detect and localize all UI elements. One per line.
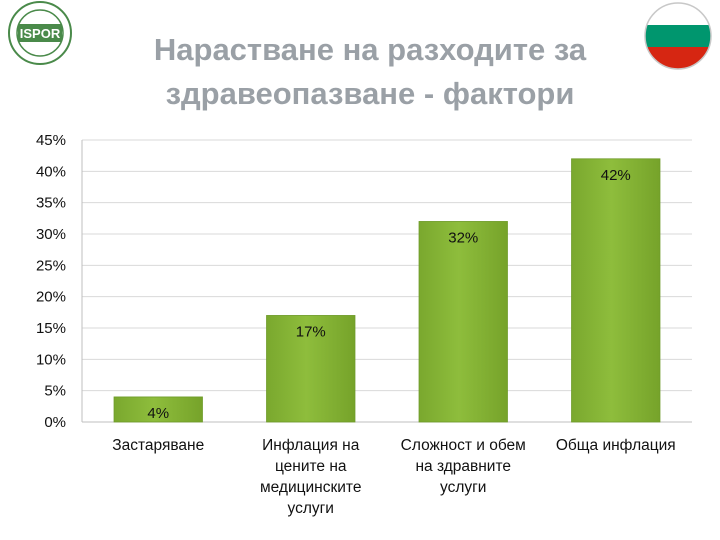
ispor-logo: ISPOR	[2, 0, 78, 66]
data-label: 42%	[601, 167, 631, 184]
y-tick-label: 10%	[36, 351, 66, 368]
y-tick-label: 20%	[36, 289, 66, 306]
x-tick-label: Застаряване	[112, 437, 204, 454]
flag-graphic	[644, 2, 712, 70]
ispor-logo-graphic: ISPOR	[8, 1, 72, 65]
bulgaria-flag-icon	[640, 0, 716, 76]
data-label: 4%	[147, 405, 169, 422]
y-tick-label: 40%	[36, 163, 66, 180]
title-line-2: здравеопазване - фактори	[165, 76, 575, 111]
x-tick-label: Инфлация на	[262, 437, 360, 454]
bar	[266, 315, 356, 423]
y-tick-label: 5%	[44, 383, 66, 400]
page-title: Нарастване на разходите за здравеопазван…	[100, 28, 640, 116]
data-label: 32%	[448, 229, 478, 246]
x-tick-label: Сложност и обем	[401, 437, 526, 454]
bar	[113, 396, 203, 423]
y-tick-label: 25%	[36, 257, 66, 274]
title-line-1: Нарастване на разходите за	[153, 32, 587, 67]
x-tick-label: медицинските	[260, 479, 361, 496]
bar	[418, 221, 508, 423]
x-tick-label: цените на	[275, 458, 347, 475]
y-tick-label: 30%	[36, 226, 66, 243]
x-tick-label: на здравните	[415, 458, 511, 475]
x-tick-label: услуги	[288, 500, 334, 517]
logo-text: ISPOR	[20, 26, 61, 41]
y-tick-label: 35%	[36, 195, 66, 212]
y-tick-label: 15%	[36, 320, 66, 337]
y-tick-label: 45%	[36, 132, 66, 149]
bar	[571, 158, 661, 423]
x-tick-label: Обща инфлация	[556, 437, 676, 454]
data-label: 17%	[296, 323, 326, 340]
x-tick-label: услуги	[440, 479, 486, 496]
y-tick-label: 0%	[44, 414, 66, 431]
bar-chart: 0% 5% 10% 15% 20% 25% 30% 35% 40% 45% 4% Застаряван…	[36, 132, 692, 517]
